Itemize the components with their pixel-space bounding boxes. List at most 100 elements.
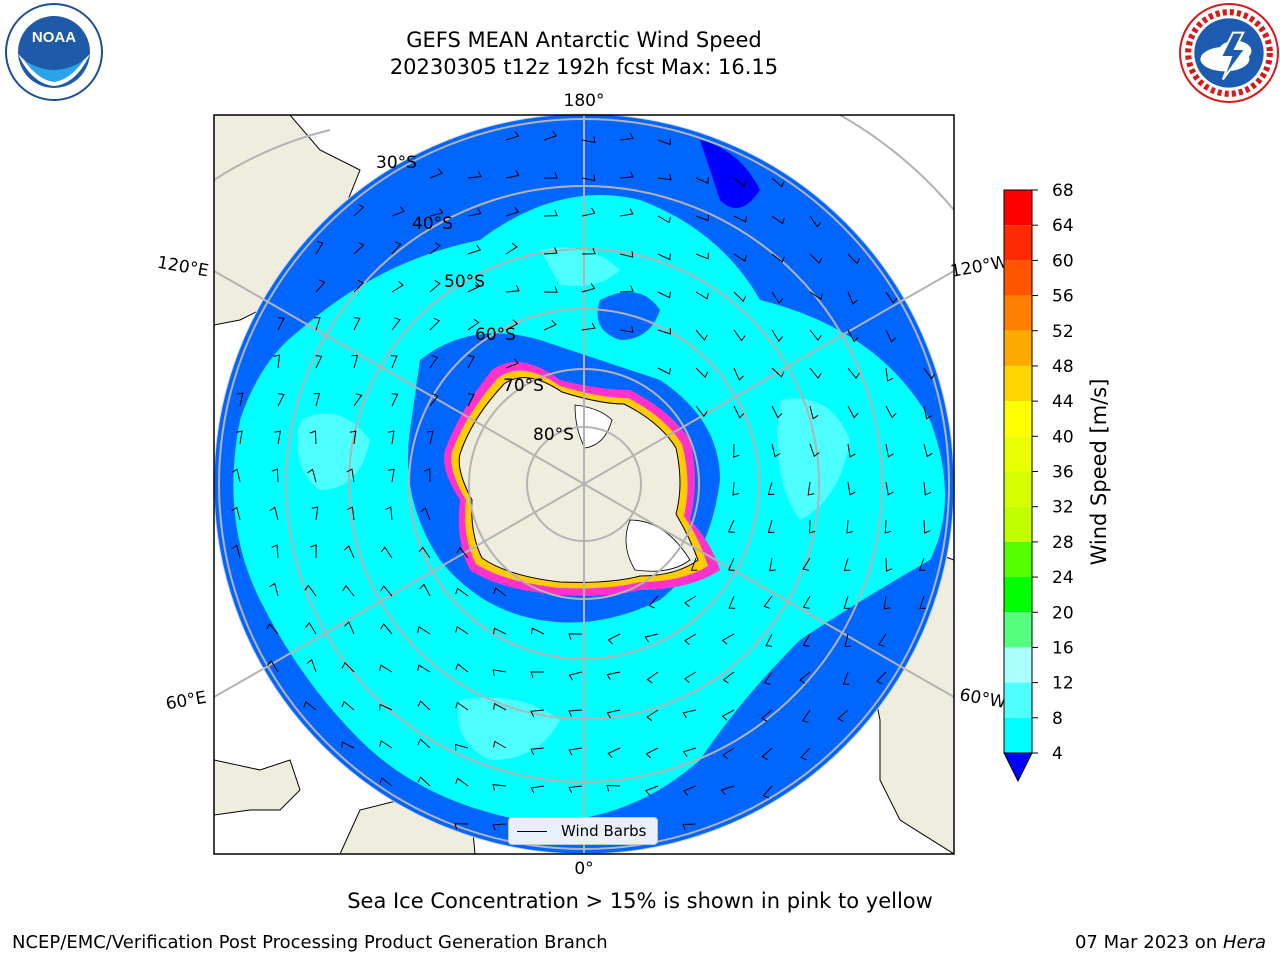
colorbar-swatch (1004, 365, 1032, 402)
wind-barb (884, 519, 892, 534)
wind-barb (568, 785, 583, 794)
wind-barb (657, 138, 671, 146)
wind-barb (311, 506, 319, 521)
wind-barb (919, 595, 927, 609)
wind-barb (923, 367, 936, 380)
wind-barb (809, 367, 822, 380)
wind-barb (379, 664, 393, 673)
wind-barb (492, 784, 507, 791)
wind-barb (417, 776, 431, 787)
colorbar-tick-label: 12 (1052, 674, 1074, 694)
colorbar-label: Wind Speed [m/s] (1087, 379, 1111, 566)
wind-barb (274, 430, 282, 445)
wind-barb (385, 506, 393, 521)
wind-barb (379, 740, 393, 749)
colorbar-swatch (1004, 647, 1032, 683)
wind-barb (391, 241, 402, 255)
wind-barb (493, 627, 507, 635)
wind-barb (455, 663, 469, 673)
wind-barb (568, 671, 583, 681)
wind-barb (309, 430, 317, 445)
wind-barb (530, 671, 545, 678)
wind-barb (923, 443, 933, 458)
colorbar-swatch (1004, 577, 1032, 613)
wind-barb (733, 215, 747, 223)
wind-barb (844, 633, 852, 648)
wind-barb (885, 329, 897, 343)
wind-barb (530, 785, 545, 794)
wind-barb (454, 823, 469, 830)
colorbar-swatch (1004, 260, 1032, 296)
wind-barb (720, 785, 735, 796)
wind-barb (807, 481, 815, 496)
wind-barb (606, 671, 621, 681)
colorbar-tick-label: 36 (1052, 463, 1074, 483)
wind-barb (492, 669, 507, 676)
lat-label-40s: 40°S (412, 214, 453, 234)
wind-barb (454, 743, 469, 751)
wind-barb (733, 405, 745, 419)
wind-barb (877, 633, 887, 647)
wind-barb (682, 747, 697, 757)
colorbar-swatch (1004, 436, 1032, 472)
wind-barb (344, 621, 355, 635)
wind-barb (657, 327, 671, 335)
wind-barb (607, 633, 621, 645)
wind-barb (695, 177, 709, 184)
wind-barb (767, 519, 775, 534)
wind-barb (885, 443, 894, 458)
wind-barb (733, 253, 747, 262)
wind-barb (303, 700, 317, 711)
wind-barb (619, 208, 634, 217)
wind-barb (923, 481, 931, 496)
wind-barb (349, 430, 357, 445)
wind-barb (417, 664, 431, 673)
wind-barb (423, 468, 431, 483)
wind-barb (271, 468, 279, 483)
wind-barb (771, 405, 783, 419)
wind-barb (269, 506, 279, 521)
wind-barb (581, 207, 596, 217)
wind-barb (568, 709, 583, 717)
wind-barb (733, 329, 746, 342)
date-line: 07 Mar 2023 on Hera (1075, 932, 1266, 953)
wind-barb (380, 623, 393, 635)
wind-barb (467, 355, 475, 369)
wind-barb (388, 468, 395, 483)
wind-barbs-legend: Wind Barbs (508, 817, 658, 845)
wind-barb (429, 207, 444, 217)
wind-barb (581, 174, 596, 182)
wind-barb (923, 405, 933, 420)
wind-barb (455, 777, 469, 787)
wind-barb (456, 546, 469, 559)
wind-barb (455, 587, 469, 597)
wind-barb (801, 709, 811, 723)
wind-barb (847, 253, 861, 265)
wind-barb (733, 367, 744, 381)
wind-barb (619, 326, 634, 333)
wind-barb (771, 291, 784, 304)
colorbar-tick-label: 44 (1052, 392, 1074, 412)
wind-barb (761, 747, 773, 761)
wind-barb (771, 367, 785, 378)
wind-barb (429, 355, 439, 369)
wind-barb (767, 481, 775, 496)
wind-barb (581, 136, 596, 144)
lat-label-30s: 30°S (376, 153, 417, 173)
lon-label-120e: 120°E (156, 253, 210, 282)
colorbar-swatch (1004, 506, 1032, 542)
wind-barb (543, 209, 558, 217)
wind-barb (353, 393, 363, 407)
wind-barb (619, 285, 634, 293)
date-text: 07 Mar 2023 on (1074, 932, 1223, 953)
antarctica (444, 362, 720, 596)
credit-line: NCEP/EMC/Verification Post Processing Pr… (12, 932, 608, 953)
colorbar-tick-label: 24 (1052, 568, 1074, 588)
wind-barb (568, 633, 583, 640)
wind-barb (305, 622, 317, 635)
wind-barb (809, 329, 822, 342)
wind-barb (429, 317, 441, 331)
wind-barb (543, 172, 558, 179)
wind-barb (683, 671, 697, 683)
wind-barb (809, 443, 820, 458)
